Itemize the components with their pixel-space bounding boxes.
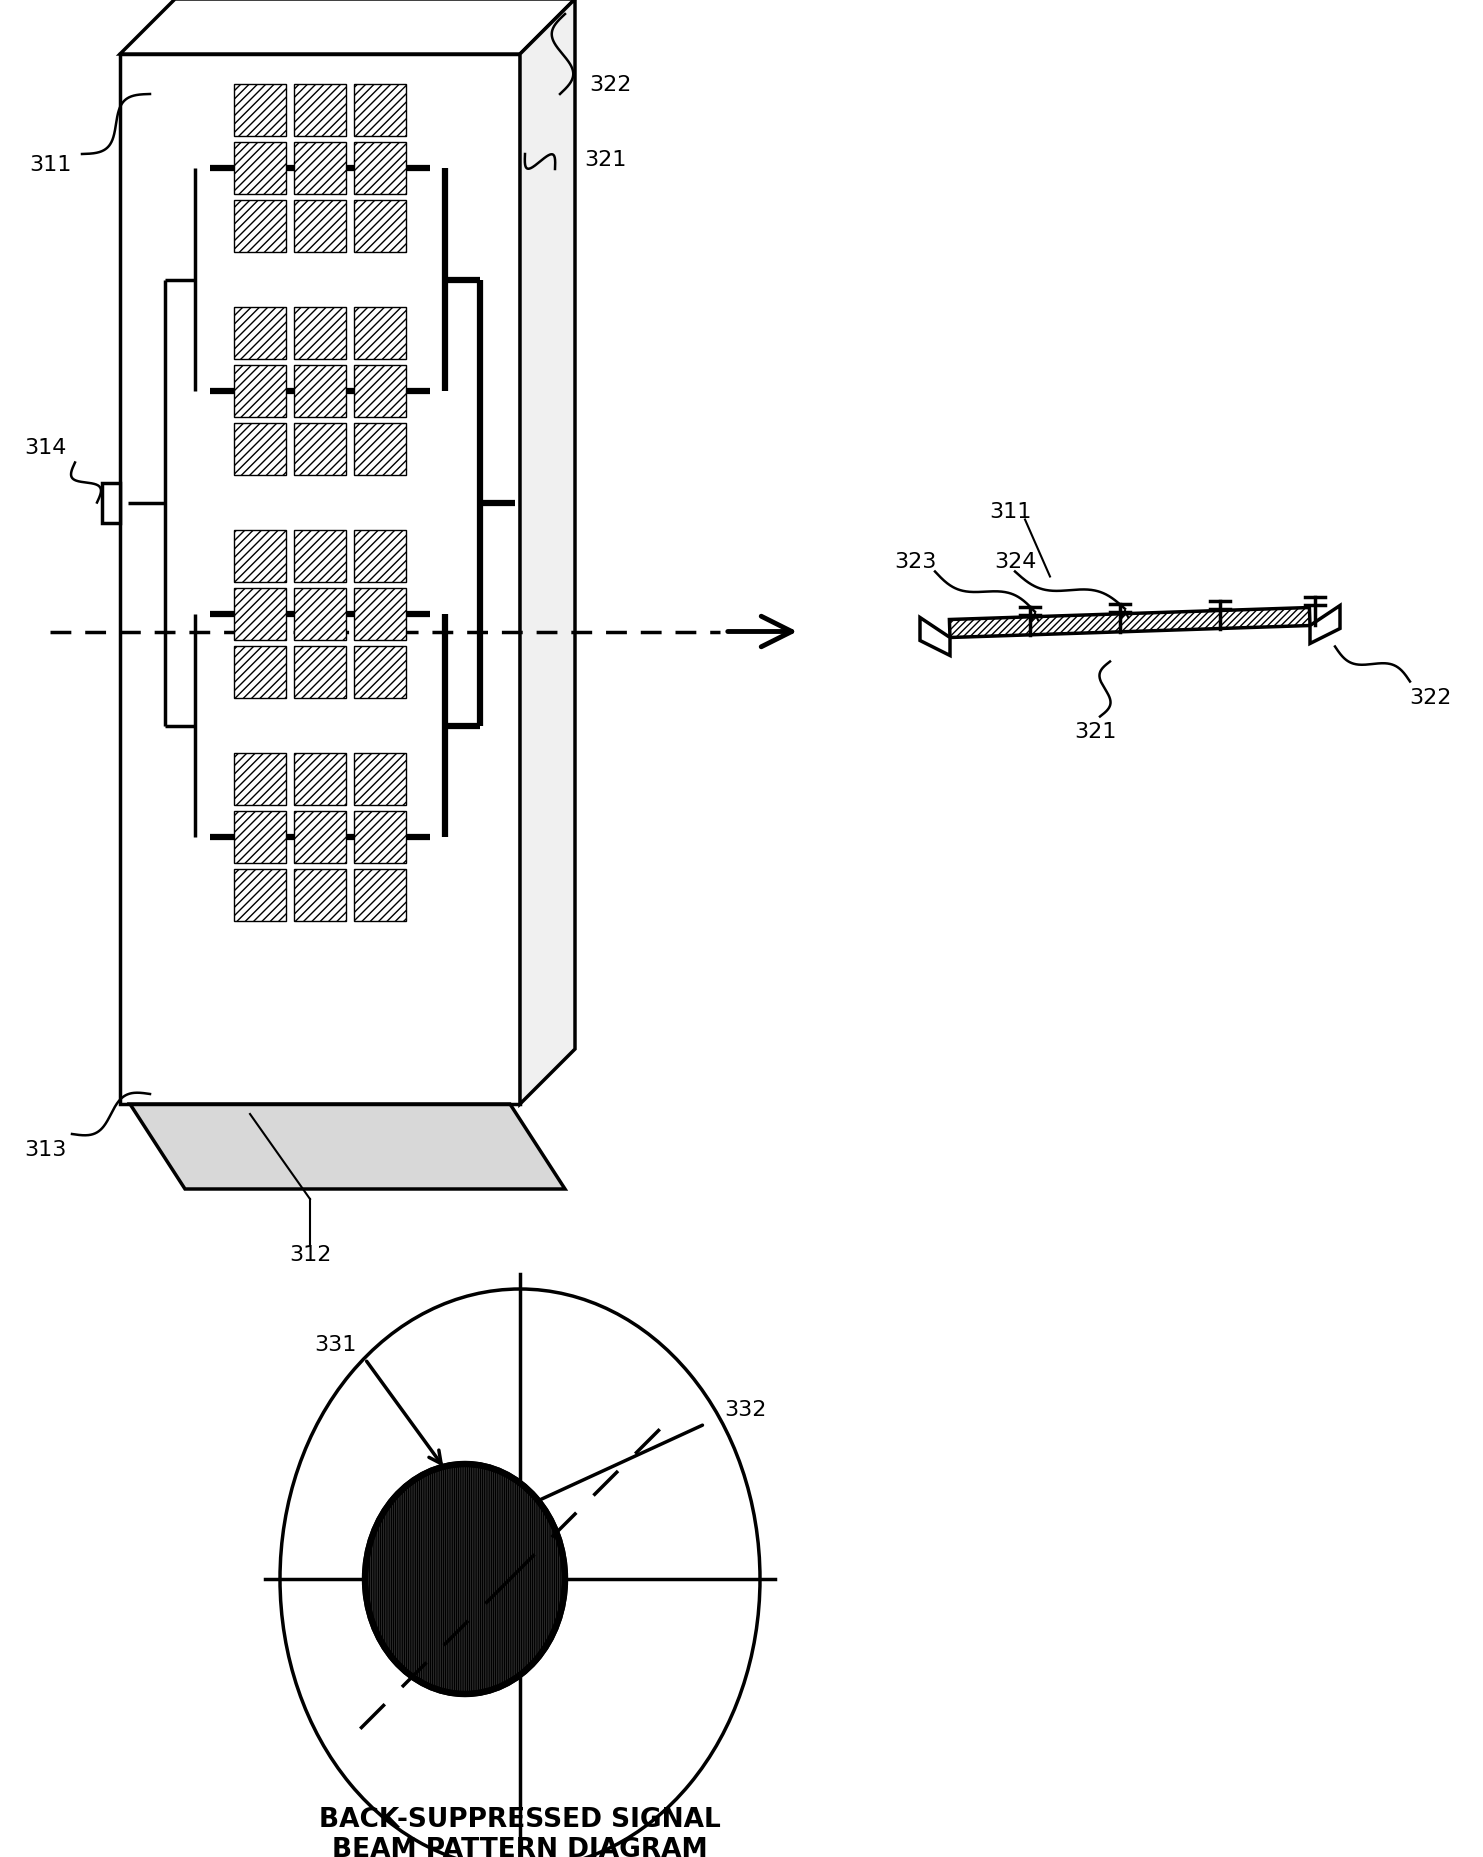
Bar	[294, 812, 346, 864]
Text: 322: 322	[589, 74, 632, 95]
Text: 311: 311	[28, 154, 71, 175]
Bar	[294, 869, 346, 921]
Polygon shape	[949, 609, 1309, 639]
Bar	[294, 143, 346, 195]
Bar	[354, 812, 406, 864]
Bar	[234, 589, 286, 641]
Bar	[234, 143, 286, 195]
Text: 323: 323	[894, 552, 936, 572]
Bar	[234, 812, 286, 864]
Bar	[234, 869, 286, 921]
Bar	[354, 869, 406, 921]
Bar	[294, 423, 346, 475]
Bar	[294, 308, 346, 360]
Bar	[234, 366, 286, 418]
Bar	[354, 531, 406, 583]
Text: BACK-SUPPRESSED SIGNAL: BACK-SUPPRESSED SIGNAL	[319, 1807, 721, 1833]
Text: 324: 324	[994, 552, 1037, 572]
Bar	[294, 754, 346, 806]
Bar	[354, 589, 406, 641]
Text: 312: 312	[289, 1244, 331, 1265]
Bar	[354, 366, 406, 418]
Bar	[102, 483, 120, 524]
Text: 313: 313	[24, 1140, 67, 1159]
Bar	[294, 366, 346, 418]
Polygon shape	[919, 618, 951, 656]
Bar	[354, 308, 406, 360]
Bar	[354, 646, 406, 698]
Text: 321: 321	[584, 150, 626, 169]
Text: 314: 314	[24, 438, 67, 459]
Bar	[354, 143, 406, 195]
Bar	[294, 85, 346, 137]
Polygon shape	[521, 0, 575, 1105]
Text: 311: 311	[989, 501, 1031, 522]
Bar	[234, 646, 286, 698]
Text: 322: 322	[1409, 687, 1452, 708]
Bar	[294, 646, 346, 698]
Bar	[234, 423, 286, 475]
Bar	[234, 531, 286, 583]
Bar	[354, 201, 406, 253]
Bar	[234, 201, 286, 253]
Bar	[120, 56, 521, 1105]
Bar	[294, 201, 346, 253]
Bar	[354, 85, 406, 137]
Bar	[234, 85, 286, 137]
Bar	[294, 589, 346, 641]
Polygon shape	[120, 0, 575, 56]
Ellipse shape	[365, 1463, 565, 1694]
Bar	[354, 754, 406, 806]
Text: 331: 331	[314, 1335, 356, 1354]
Polygon shape	[1309, 605, 1341, 644]
Text: 321: 321	[1074, 722, 1117, 743]
Text: 332: 332	[724, 1398, 767, 1419]
Text: BEAM PATTERN DIAGRAM: BEAM PATTERN DIAGRAM	[332, 1837, 707, 1857]
Polygon shape	[131, 1105, 565, 1188]
Bar	[294, 531, 346, 583]
Bar	[354, 423, 406, 475]
Bar	[234, 754, 286, 806]
Bar	[234, 308, 286, 360]
